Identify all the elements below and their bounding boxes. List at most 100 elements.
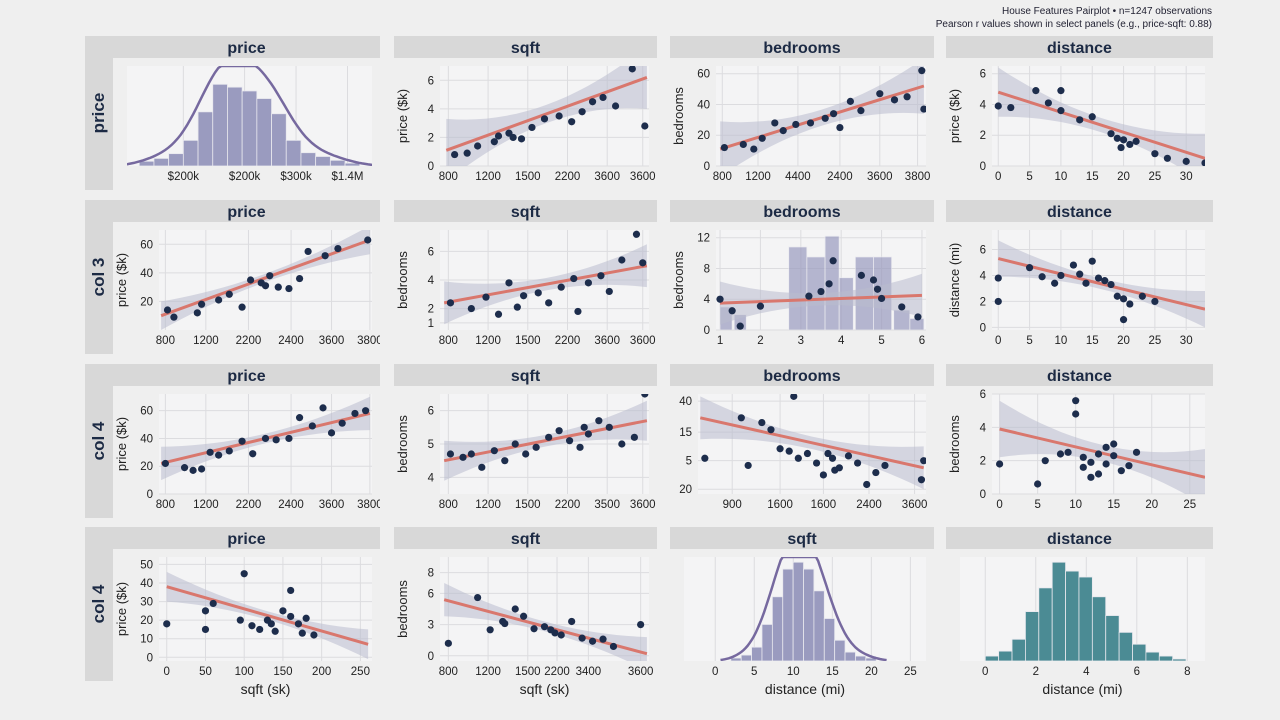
y-tick-label: 20 bbox=[140, 296, 153, 308]
x-tick-label: 1500 bbox=[515, 666, 541, 678]
scatter-point bbox=[478, 463, 486, 471]
facet-strip bbox=[113, 527, 380, 549]
scatter-point bbox=[511, 605, 519, 613]
scatter-point bbox=[256, 625, 264, 634]
scatter-point bbox=[611, 102, 620, 110]
x-tick-label: 20 bbox=[1145, 499, 1158, 511]
regression-line bbox=[997, 90, 1205, 160]
scatter-point bbox=[308, 422, 316, 430]
scatter-point bbox=[641, 394, 649, 398]
scatter-point bbox=[201, 625, 210, 634]
x-tick-label: 0 bbox=[982, 666, 988, 678]
scatter-point bbox=[528, 123, 536, 132]
scatter-point bbox=[779, 127, 787, 135]
row-strip-3: col 4 bbox=[85, 527, 113, 681]
scatter-point bbox=[1088, 113, 1096, 121]
scatter-point bbox=[555, 112, 563, 120]
y-axis-label: price ($k) bbox=[114, 417, 129, 471]
scatter-point bbox=[1088, 257, 1096, 265]
scatter-point bbox=[873, 285, 882, 293]
x-tick-label: 3600 bbox=[594, 171, 620, 183]
scatter-point bbox=[641, 122, 649, 130]
hist-bar bbox=[182, 139, 199, 166]
scatter-point bbox=[785, 447, 793, 455]
scatter-point bbox=[351, 409, 359, 418]
y-axis-label: price ($k) bbox=[114, 582, 129, 636]
x-tick-label: 6 bbox=[919, 335, 925, 347]
y-axis-label: price ($k) bbox=[395, 89, 410, 143]
scatter-point bbox=[836, 123, 844, 132]
plot-layer bbox=[127, 66, 372, 166]
regression-line bbox=[443, 264, 648, 305]
x-tick-label: 1500 bbox=[515, 499, 541, 511]
hist-bar bbox=[1091, 596, 1107, 661]
scatter-point bbox=[756, 302, 765, 310]
scatter-point bbox=[595, 417, 603, 425]
row-strip-0: price bbox=[85, 36, 113, 190]
regression-line bbox=[719, 293, 923, 305]
x-axis-label: distance (mi) bbox=[765, 681, 845, 697]
scatter-point bbox=[1102, 443, 1110, 451]
scatter-point bbox=[568, 617, 576, 626]
scatter-point bbox=[609, 642, 618, 651]
facet-strip bbox=[670, 527, 934, 549]
scatter-point bbox=[1101, 277, 1109, 285]
scatter-point bbox=[532, 443, 540, 451]
x-tick-label: 2400 bbox=[278, 335, 304, 347]
y-axis-label: bedrooms bbox=[395, 415, 410, 473]
scatter-point bbox=[1110, 440, 1118, 448]
x-tick-label: 250 bbox=[351, 666, 370, 678]
x-tick-label: $1.4M bbox=[332, 171, 364, 183]
hist-bar bbox=[761, 624, 773, 661]
facet-title: sqft bbox=[511, 368, 541, 385]
facet-title: bedrooms bbox=[763, 204, 840, 221]
hist-bar bbox=[1172, 658, 1187, 661]
y-tick-label: 0 bbox=[980, 489, 986, 501]
scatter-point bbox=[578, 634, 586, 642]
scatter-point bbox=[364, 236, 372, 244]
scatter-point bbox=[828, 454, 837, 462]
scatter-point bbox=[877, 294, 886, 303]
scatter-point bbox=[1025, 264, 1034, 272]
x-tick-label: 5 bbox=[878, 335, 884, 347]
scatter-point bbox=[236, 616, 244, 624]
x-tick-label: 2400 bbox=[856, 499, 882, 511]
x-tick-label: 800 bbox=[156, 499, 175, 511]
hist-bar bbox=[1038, 587, 1053, 661]
scatter-point bbox=[238, 303, 246, 311]
scatter-point bbox=[327, 429, 336, 437]
scatter-point bbox=[513, 303, 521, 311]
y-tick-label: 8 bbox=[704, 263, 710, 275]
scatter-point bbox=[1151, 297, 1159, 306]
hist-bar bbox=[803, 568, 815, 661]
scatter-point bbox=[279, 607, 287, 615]
scatter-point bbox=[444, 639, 452, 647]
y-tick-label: 2 bbox=[980, 130, 986, 142]
scatter-point bbox=[1119, 295, 1128, 303]
y-tick-label: 2 bbox=[980, 296, 986, 308]
scatter-point bbox=[1094, 450, 1103, 458]
scatter-point bbox=[490, 447, 498, 455]
x-tick-label: 3600 bbox=[867, 171, 893, 183]
x-tick-label: 2 bbox=[757, 335, 763, 347]
plot-layer bbox=[163, 570, 369, 660]
scatter-point bbox=[557, 283, 565, 291]
y-tick-label: 10 bbox=[140, 634, 153, 646]
plot-layer bbox=[699, 394, 926, 490]
hist-bar bbox=[168, 153, 184, 166]
scatter-point bbox=[246, 276, 255, 284]
scatter-point bbox=[576, 443, 584, 451]
scatter-point bbox=[744, 461, 752, 470]
x-tick-label: 1200 bbox=[193, 335, 219, 347]
scatter-point bbox=[1076, 116, 1084, 124]
panel-2-svg: bedrooms 800 1200 4400 2400 3600 3800 0 20 40 60 be… bbox=[670, 36, 934, 183]
scatter-point bbox=[198, 300, 206, 308]
scatter-point bbox=[494, 132, 503, 140]
x-tick-label: 0 bbox=[995, 171, 1001, 183]
y-tick-label: 1 bbox=[428, 318, 434, 330]
scatter-point bbox=[304, 247, 312, 256]
x-axis-label: sqft (sk) bbox=[241, 681, 291, 697]
scatter-point bbox=[530, 625, 538, 633]
scatter-point bbox=[737, 414, 745, 422]
hist-bar bbox=[844, 651, 856, 661]
